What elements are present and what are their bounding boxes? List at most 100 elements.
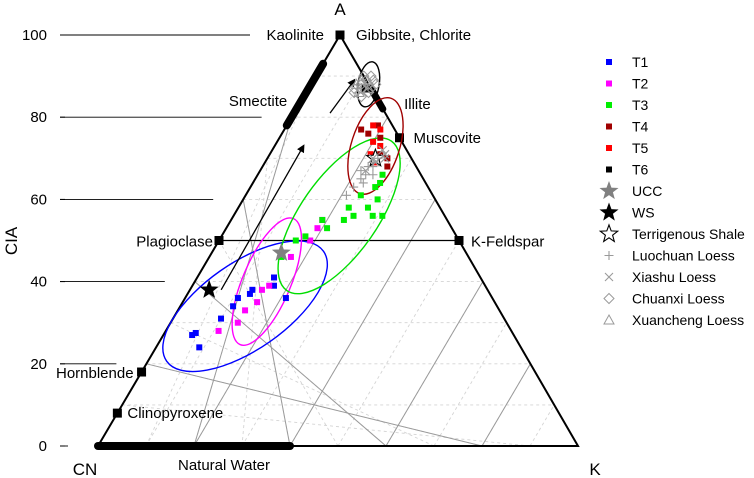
point-t1	[192, 329, 199, 336]
mineral-label: Illite	[404, 96, 431, 113]
point-xuancheng-loess	[353, 86, 365, 98]
cia-axis-label: CIA	[2, 226, 21, 255]
legend-marker-t6	[606, 166, 612, 173]
grid-line	[337, 240, 460, 447]
point-luochuan-loess	[341, 190, 351, 200]
point-chuanxi-loess	[358, 70, 370, 82]
grid-line	[433, 322, 507, 447]
point-t1	[189, 332, 196, 339]
legend-marker-t1	[606, 59, 612, 65]
point-t3	[377, 179, 384, 186]
point-chuanxi-loess	[355, 90, 368, 103]
smectite-band	[282, 59, 328, 130]
mineral-marker	[454, 236, 464, 245]
point-t5	[370, 122, 377, 129]
legend-label: T1	[632, 54, 649, 70]
grid-line	[529, 404, 555, 447]
legend-marker-ucc	[599, 181, 619, 200]
legend-marker-terrigenous-shale	[598, 223, 620, 243]
grid-line	[385, 281, 484, 447]
vertex-a-label: A	[334, 0, 346, 19]
legend-label: Xiashu Loess	[632, 269, 716, 285]
legend-label: T5	[632, 140, 649, 156]
point-t2	[234, 319, 241, 326]
point-ucc	[271, 242, 291, 261]
point-t4	[365, 130, 372, 137]
point-xiashu-loess	[361, 166, 371, 176]
legend-label: Terrigenous Shale	[632, 226, 745, 242]
cia-tick-label: 100	[22, 27, 47, 44]
point-t2	[287, 253, 294, 260]
ellipse-t3	[277, 137, 401, 295]
point-xiashu-loess	[378, 145, 388, 155]
point-t1	[230, 303, 237, 310]
mineral-marker	[335, 30, 345, 40]
grid-line	[170, 322, 435, 447]
point-t4	[377, 151, 384, 158]
mineral-label: Gibbsite, Chlorite	[356, 27, 471, 44]
point-luochuan-loess	[373, 153, 383, 163]
legend-marker-ws	[599, 202, 619, 221]
legend-label: T3	[632, 97, 649, 113]
point-xiashu-loess	[380, 153, 390, 163]
grid-layer	[122, 75, 555, 447]
cia-tick-label: 0	[39, 438, 47, 455]
point-luochuan-loess	[356, 174, 366, 184]
vertex-cn-label: CN	[73, 460, 98, 478]
data-points	[189, 70, 391, 351]
point-t2	[307, 237, 314, 244]
point-t3	[292, 237, 299, 244]
legend-label: Chuanxi Loess	[632, 291, 725, 307]
point-t3	[357, 192, 364, 199]
legend-marker-luochuan-loess	[604, 251, 614, 260]
cia-axis: CIA	[2, 226, 21, 255]
point-xiashu-loess	[380, 149, 390, 159]
point-t2	[266, 282, 273, 289]
legend-marker-t4	[606, 123, 612, 130]
point-chuanxi-loess	[365, 82, 377, 95]
legend-label: UCC	[632, 183, 662, 199]
legend-marker-t5	[606, 145, 612, 151]
mineral-label: Kaolinite	[266, 27, 324, 44]
point-t5	[370, 138, 377, 145]
mineral-label: Muscovite	[414, 130, 482, 147]
point-t1	[282, 295, 289, 302]
point-luochuan-loess	[368, 170, 378, 180]
point-luochuan-loess	[349, 182, 359, 192]
point-t4	[374, 122, 381, 129]
point-t3	[345, 204, 352, 211]
point-t1	[270, 282, 277, 289]
reference-lines	[60, 34, 459, 447]
point-t3	[324, 225, 331, 232]
grid-line	[122, 404, 531, 447]
mineral-label: Hornblende	[56, 365, 134, 382]
legend-label: Xuancheng Loess	[632, 312, 744, 328]
legend-label: T2	[632, 76, 649, 92]
point-t5	[377, 142, 384, 149]
point-xiashu-loess	[368, 153, 378, 163]
point-t3	[350, 212, 357, 219]
legend-label: T6	[632, 162, 649, 178]
grid-line	[193, 116, 389, 447]
point-t1	[234, 295, 241, 302]
point-t3	[340, 216, 347, 223]
point-t2	[314, 225, 321, 232]
point-t1	[218, 315, 225, 322]
point-luochuan-loess	[358, 178, 368, 188]
point-t2	[215, 327, 222, 334]
legend-label: Luochuan Loess	[632, 248, 735, 264]
point-xuancheng-loess	[362, 82, 375, 93]
point-t1	[249, 286, 256, 293]
point-t3	[379, 171, 386, 178]
trend-arrow	[329, 78, 356, 114]
vertex-labels: A CN K	[73, 0, 602, 478]
mineral-label: K-Feldspar	[471, 234, 544, 251]
cia-tick-label: 80	[30, 109, 47, 126]
point-t4	[377, 134, 384, 141]
vertex-k-label: K	[589, 460, 601, 478]
ellipse-t1	[162, 240, 329, 373]
legend: T1 T2 T3 T4 T5 T6 UCC WS Terrigenous Shale Luochu…	[598, 54, 745, 328]
point-chuanxi-loess	[362, 86, 375, 99]
cia-tick-label: 20	[30, 356, 47, 373]
